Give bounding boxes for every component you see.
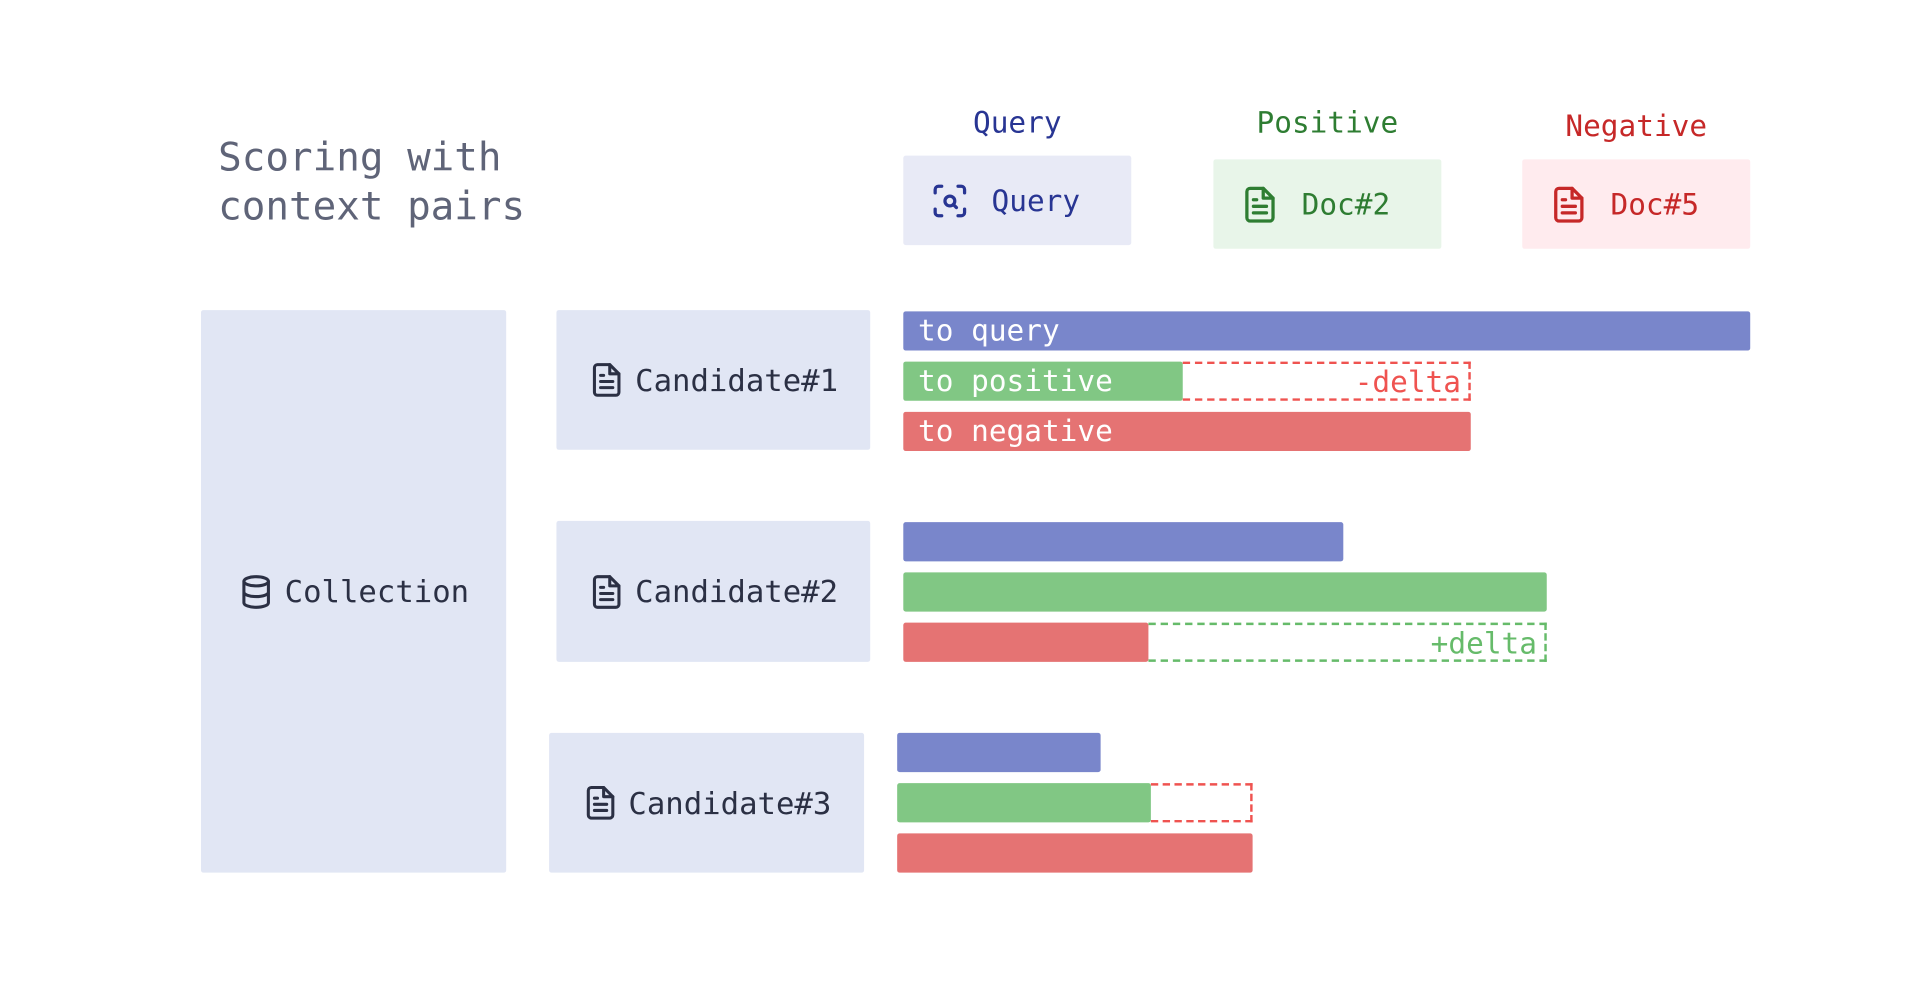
query-label: Query <box>991 183 1081 218</box>
diagram-title: Scoring with context pairs <box>218 133 526 230</box>
plus-delta-candidate-2: +delta <box>1148 622 1547 662</box>
file-text-icon <box>1245 186 1275 223</box>
file-text-icon <box>1554 186 1584 223</box>
query-box: Query <box>903 155 1132 246</box>
minus-delta-candidate-3 <box>1150 783 1253 823</box>
file-text-icon <box>593 574 621 609</box>
bar-negative-candidate-2 <box>903 622 1149 662</box>
positive-label: Doc#2 <box>1301 186 1391 222</box>
file-text-icon <box>593 363 621 397</box>
bar-query-candidate-1: to query <box>903 311 1751 351</box>
database-icon <box>242 574 271 609</box>
bar-negative-candidate-3 <box>897 833 1253 873</box>
query-header: Query <box>973 105 1062 140</box>
candidate-label: Candidate#3 <box>628 785 832 821</box>
positive-box: Doc#2 <box>1213 159 1442 249</box>
bar-positive-candidate-1: to positive <box>903 361 1183 401</box>
collection-label: Collection <box>284 573 470 610</box>
bar-query-candidate-3 <box>897 732 1101 773</box>
negative-header: Negative <box>1565 109 1708 144</box>
bar-positive-candidate-3 <box>897 783 1151 823</box>
negative-box: Doc#5 <box>1522 159 1751 249</box>
candidate-box-3: Candidate#3 <box>549 732 865 873</box>
negative-label: Doc#5 <box>1610 186 1700 222</box>
scan-search-icon <box>933 184 967 217</box>
bar-positive-candidate-2 <box>903 572 1547 612</box>
candidate-box-2: Candidate#2 <box>556 520 871 662</box>
bar-query-candidate-2 <box>903 522 1344 562</box>
candidate-box-1: Candidate#1 <box>556 310 871 450</box>
candidate-label: Candidate#2 <box>635 573 839 610</box>
positive-header: Positive <box>1256 105 1399 140</box>
minus-delta-candidate-1: -delta <box>1182 361 1471 401</box>
bar-negative-candidate-1: to negative <box>903 411 1471 452</box>
file-text-icon <box>586 785 614 820</box>
candidate-label: Candidate#1 <box>635 362 839 398</box>
collection-box: Collection <box>201 310 507 873</box>
